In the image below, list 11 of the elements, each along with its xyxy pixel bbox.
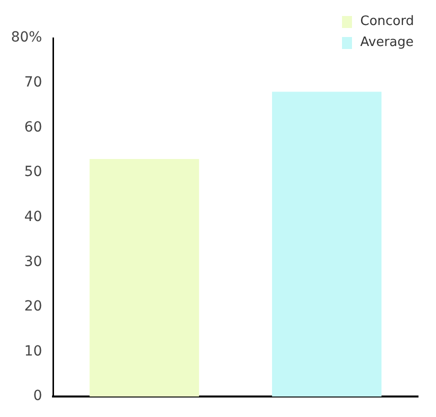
y-tick-label: 0 [33,388,42,404]
y-tick-label: 40 [24,208,42,225]
legend-label: Average [360,35,414,50]
y-tick-label: 70 [24,74,42,90]
y-tick-label: 80% [10,30,42,46]
y-tick-label: 50 [24,164,42,180]
y-tick-label: 60 [24,119,42,136]
y-tick-label: 20 [24,298,42,315]
legend-label: Concord [360,14,414,29]
y-tick-label: 30 [24,254,42,270]
y-tick-label: 10 [24,343,42,360]
